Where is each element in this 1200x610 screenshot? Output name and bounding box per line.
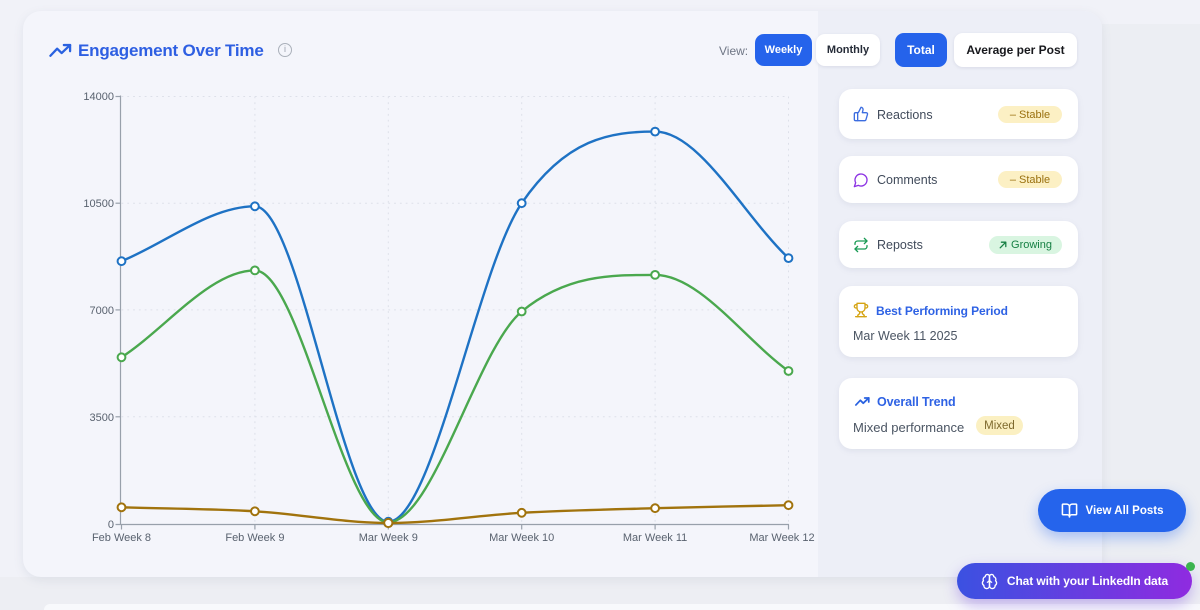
svg-text:0: 0 [108,519,114,531]
svg-text:Feb Week 8: Feb Week 8 [92,532,151,544]
svg-text:Mar Week 10: Mar Week 10 [489,532,554,544]
svg-text:3500: 3500 [90,412,114,424]
svg-text:Mar Week 11: Mar Week 11 [623,532,687,544]
svg-text:10500: 10500 [83,198,114,210]
svg-text:Feb Week 9: Feb Week 9 [225,532,284,544]
svg-text:Mar Week 12: Mar Week 12 [749,532,814,544]
svg-text:Mar Week 9: Mar Week 9 [359,532,418,544]
svg-text:14000: 14000 [83,91,114,103]
svg-text:7000: 7000 [90,305,114,317]
